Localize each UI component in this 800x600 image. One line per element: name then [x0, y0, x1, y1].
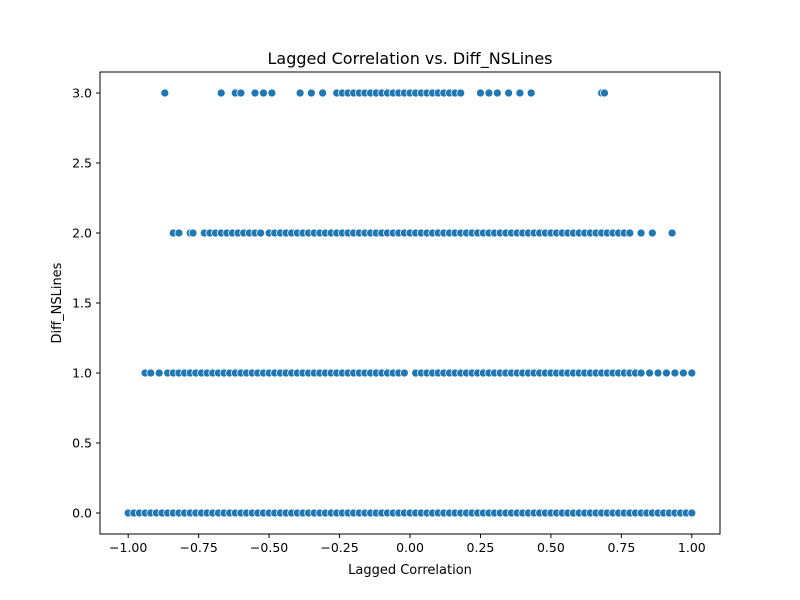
data-point: [216, 88, 226, 98]
data-point: [625, 228, 635, 238]
x-tick-label: −0.75: [179, 540, 217, 555]
y-tick-label: 1.5: [72, 296, 92, 311]
x-tick-label: 1.00: [678, 540, 706, 555]
data-point: [526, 88, 536, 98]
y-tick-label: 3.0: [72, 86, 92, 101]
data-point: [399, 368, 409, 378]
data-point: [267, 88, 277, 98]
data-point: [600, 88, 609, 98]
x-tick-label: 0.75: [607, 540, 635, 555]
x-tick-label: −1.00: [109, 540, 147, 555]
data-point: [678, 368, 688, 378]
x-axis-label: Lagged Correlation: [348, 563, 472, 578]
y-axis: 0.0 0.5 1.0 1.5 2.0 2.5 3.0: [72, 86, 100, 521]
data-point: [188, 228, 198, 238]
data-point: [318, 88, 328, 98]
data-point: [492, 88, 502, 98]
data-point: [174, 228, 184, 238]
data-point: [154, 368, 164, 378]
data-point: [687, 508, 697, 518]
data-point: [146, 368, 156, 378]
x-tick-label: 0.25: [467, 540, 495, 555]
data-point: [636, 368, 646, 378]
data-point: [504, 88, 514, 98]
y-tick-label: 2.0: [72, 226, 92, 241]
data-point: [456, 88, 466, 98]
x-axis: −1.00 −0.75 −0.50 −0.25 0.00 0.25 0.50 0.75 1.00: [109, 534, 706, 555]
y-tick-label: 2.5: [72, 156, 92, 171]
data-point: [250, 88, 260, 98]
y-tick-label: 0.5: [72, 436, 92, 451]
data-point: [484, 88, 494, 98]
x-tick-label: −0.50: [250, 540, 288, 555]
data-point: [636, 228, 646, 238]
x-tick-label: −0.25: [320, 540, 358, 555]
data-point: [670, 368, 680, 378]
data-point: [160, 88, 170, 98]
data-point: [259, 88, 268, 98]
data-point: [295, 88, 305, 98]
y-tick-label: 1.0: [72, 366, 92, 381]
data-point: [662, 368, 671, 378]
data-point: [667, 228, 677, 238]
chart-title: Lagged Correlation vs. Diff_NSLines: [268, 49, 553, 69]
data-point: [653, 368, 663, 378]
plot-frame: [99, 71, 721, 535]
data-point: [687, 368, 697, 378]
points-layer: [123, 88, 697, 518]
y-axis-label: Diff_NSLines: [50, 262, 65, 343]
data-point: [476, 88, 485, 98]
data-point: [645, 368, 654, 378]
x-tick-label: 0.00: [396, 540, 424, 555]
y-tick-label: 0.0: [72, 506, 92, 521]
data-point: [515, 88, 525, 98]
data-point: [647, 228, 657, 238]
data-point: [256, 228, 266, 238]
x-tick-label: 0.50: [537, 540, 565, 555]
data-point: [236, 88, 246, 98]
data-point: [306, 88, 316, 98]
